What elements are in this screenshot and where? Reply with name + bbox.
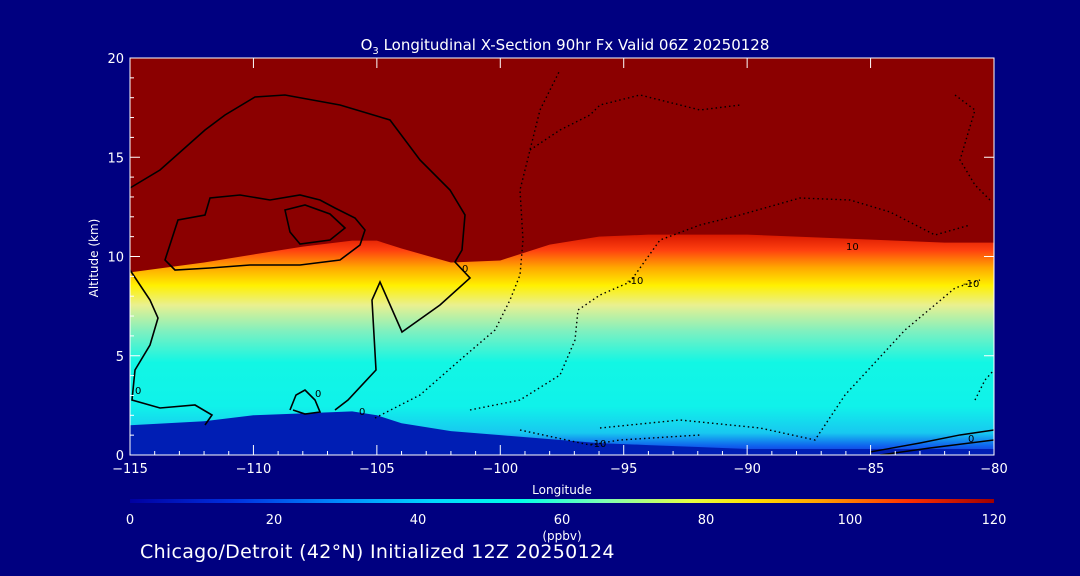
contour-labels: 0 0 0 0 -10 -10 10 -10 0	[135, 242, 979, 450]
contour-label: -10	[963, 279, 979, 290]
contour-dotted-f	[954, 94, 991, 201]
y-tick-label: 20	[107, 52, 124, 67]
x-tick-label: −90	[733, 462, 760, 477]
x-tick-label: −85	[857, 462, 884, 477]
chart-title-subscript: 3	[372, 46, 378, 57]
colorbar-tick-label: 0	[126, 513, 134, 528]
contour-solid-right	[869, 429, 994, 453]
colorbar-tick-label: 80	[698, 513, 715, 528]
surface-low-ozone	[130, 411, 994, 455]
y-tick-label: 15	[107, 151, 124, 166]
y-tick-label: 5	[116, 350, 124, 365]
contour-solid-right2	[879, 439, 994, 455]
plot-field: 0 0 0 0 -10 -10 10 -10 0	[130, 58, 994, 455]
contour-solid-left	[130, 269, 214, 426]
contour-solid-upper	[130, 94, 472, 411]
colorbar-tick-label: 120	[982, 513, 1007, 528]
contour-solid-lobe	[164, 194, 366, 271]
colorbar-tick-label: 60	[554, 513, 571, 528]
x-tick-label: −100	[482, 462, 518, 477]
x-tick-label: −95	[610, 462, 637, 477]
chart-title-text: Longitudinal X-Section 90hr Fx Valid 06Z…	[379, 36, 770, 54]
contour-label: 0	[315, 389, 321, 400]
contour-dotted-c	[599, 279, 981, 441]
colorbar-tick-label: 40	[410, 513, 427, 528]
contour-label: 0	[135, 386, 141, 397]
contour-dotted-e	[529, 94, 741, 151]
footer-caption: Chicago/Detroit (42°N) Initialized 12Z 2…	[140, 541, 615, 563]
y-axis: 0 5 10 15 20	[107, 52, 994, 464]
y-tick-label: 10	[107, 251, 124, 266]
chart-title: O3 Longitudinal X-Section 90hr Fx Valid …	[361, 36, 770, 57]
colorbar-gradient	[130, 499, 994, 503]
contour-dotted-a	[374, 69, 561, 419]
x-tick-label: −80	[980, 462, 1007, 477]
contour-label: 0	[462, 264, 468, 275]
x-tick-label: −105	[359, 462, 395, 477]
contour-solid-bump	[289, 389, 322, 415]
colorbar-ticks: 0 20 40 60 80 100 120	[126, 513, 1007, 528]
contour-lines	[130, 69, 994, 455]
contour-label: -10	[590, 439, 606, 450]
contour-label: -10	[627, 276, 643, 287]
contour-label: 0	[968, 434, 974, 445]
y-axis-label: Altitude (km)	[87, 219, 101, 298]
x-axis-label: Longitude	[532, 483, 592, 497]
colorbar: 0 20 40 60 80 100 120 (ppbv)	[126, 499, 1007, 543]
contour-dotted-d	[519, 429, 701, 446]
y-tick-label: 0	[116, 449, 124, 464]
chart-title-species: O	[361, 36, 373, 54]
x-axis: −115 −110 −105 −100 −95 −90 −85 −80	[112, 58, 1008, 477]
colorbar-tick-label: 100	[838, 513, 863, 528]
tropospheric-ozone-band	[130, 234, 994, 455]
contour-label: 0	[359, 407, 365, 418]
x-tick-label: −115	[112, 462, 148, 477]
colorbar-tick-label: 20	[266, 513, 283, 528]
x-tick-label: −110	[236, 462, 272, 477]
contour-solid-inner	[284, 204, 347, 245]
colorbar-unit: (ppbv)	[542, 529, 581, 543]
contour-label: 10	[846, 242, 859, 253]
